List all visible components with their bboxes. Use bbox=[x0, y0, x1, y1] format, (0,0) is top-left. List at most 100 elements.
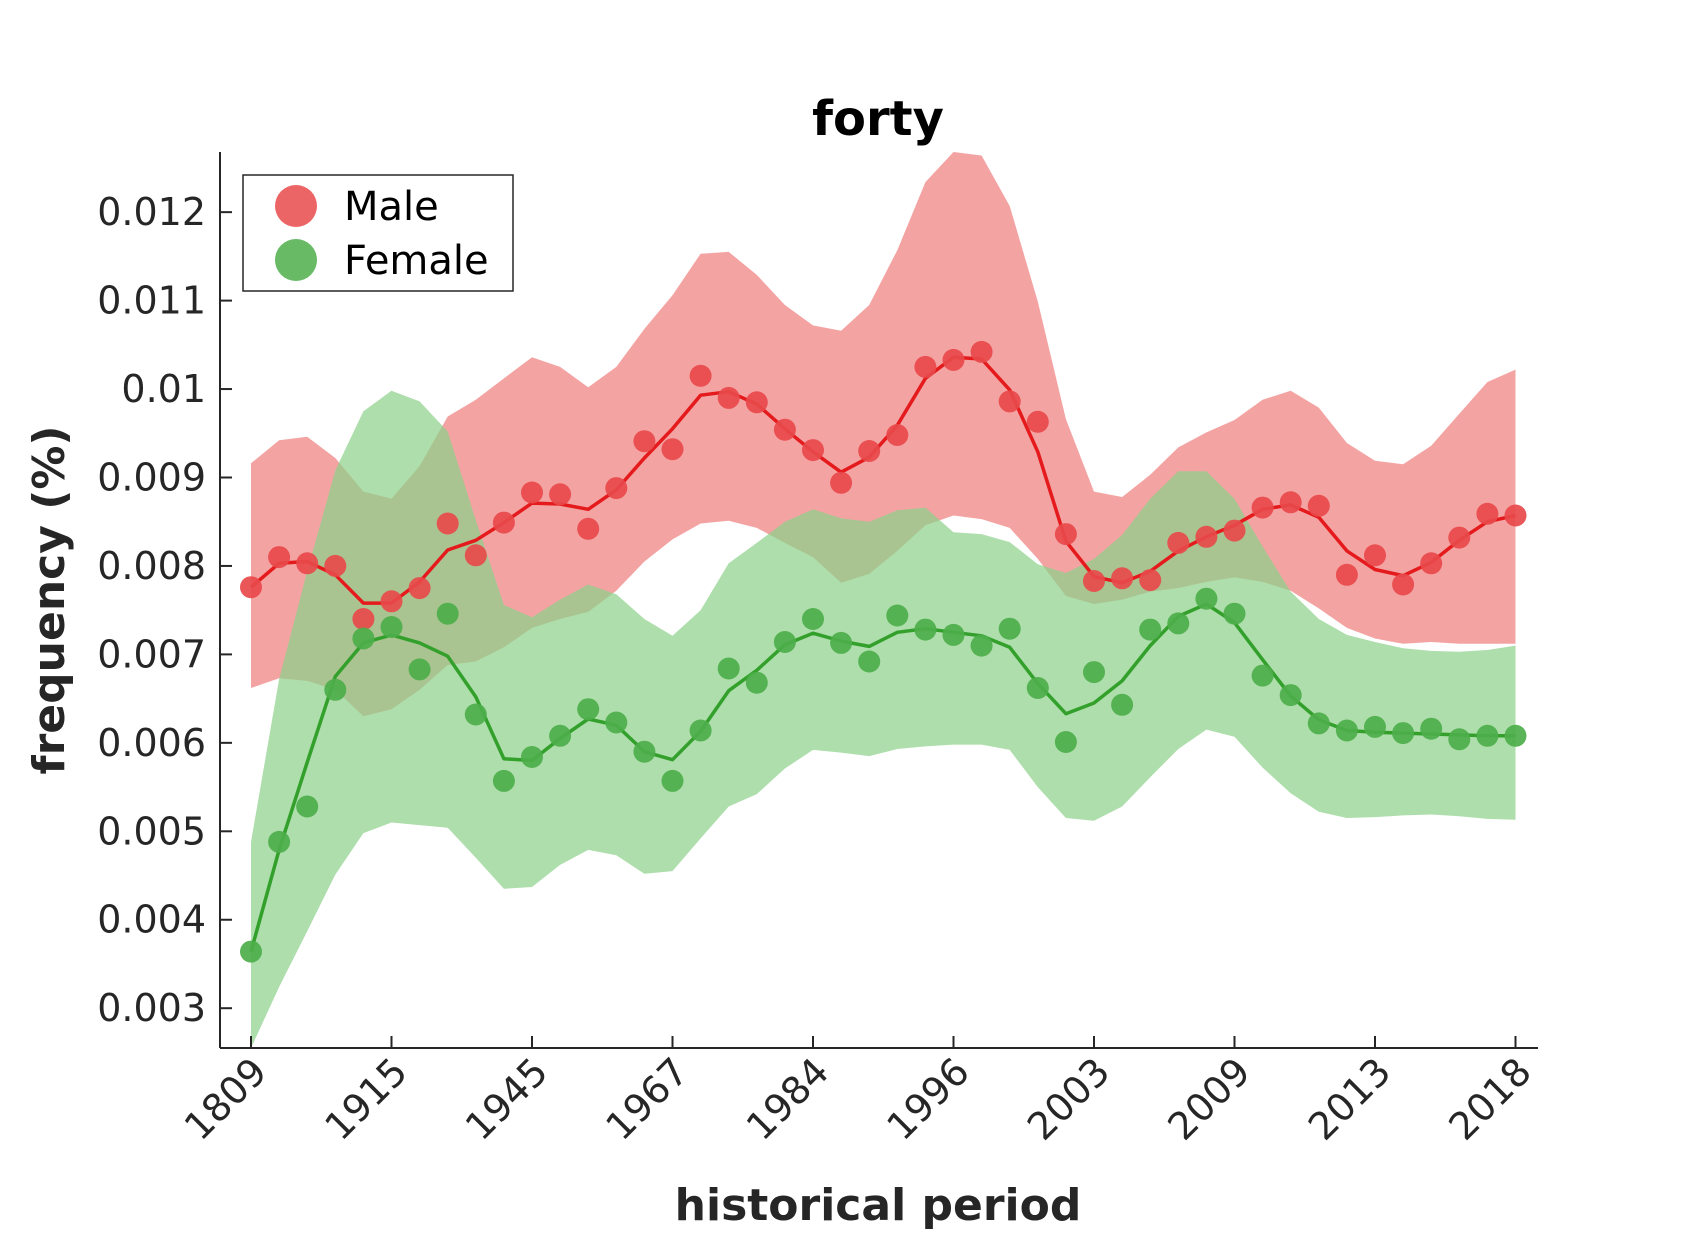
y-tick-label: 0.006 bbox=[97, 721, 206, 765]
female-data-point bbox=[1392, 722, 1415, 745]
female-data-point bbox=[324, 678, 347, 701]
female-data-point bbox=[633, 740, 656, 763]
male-data-point bbox=[549, 483, 572, 506]
y-tick-label: 0.011 bbox=[97, 279, 206, 323]
legend-female-marker bbox=[275, 239, 317, 281]
female-data-point bbox=[1279, 684, 1302, 707]
female-data-point bbox=[521, 746, 543, 768]
male-data-point bbox=[745, 391, 768, 414]
y-tick-label: 0.005 bbox=[97, 809, 206, 853]
female-data-point bbox=[605, 711, 628, 734]
male-data-point bbox=[240, 576, 262, 599]
legend-male-marker bbox=[275, 185, 317, 227]
trend-lines bbox=[249, 355, 1516, 953]
female-data-point bbox=[914, 618, 937, 641]
male-data-point bbox=[268, 546, 291, 569]
y-tick-label: 0.01 bbox=[121, 367, 206, 411]
male-data-point bbox=[1364, 544, 1386, 567]
male-data-point bbox=[1279, 491, 1302, 514]
y-tick-label: 0.009 bbox=[97, 455, 206, 499]
male-data-point bbox=[492, 511, 515, 534]
male-data-point bbox=[1476, 502, 1499, 525]
female-data-point bbox=[577, 698, 600, 721]
female-data-point bbox=[1251, 664, 1274, 687]
male-data-point bbox=[886, 424, 909, 446]
legend: Male Female bbox=[242, 174, 514, 292]
male-data-point bbox=[914, 355, 937, 378]
female-data-point bbox=[886, 604, 909, 627]
female-data-point bbox=[268, 830, 291, 853]
male-data-point bbox=[1448, 526, 1471, 549]
male-data-point bbox=[464, 544, 487, 567]
male-data-point bbox=[1335, 563, 1358, 586]
male-data-point bbox=[408, 577, 431, 600]
male-data-point bbox=[324, 554, 347, 577]
female-data-point bbox=[1054, 731, 1077, 753]
male-data-point bbox=[689, 364, 712, 387]
female-data-point bbox=[296, 795, 319, 818]
male-data-point bbox=[1054, 523, 1077, 546]
male-trend-line bbox=[249, 355, 1516, 605]
male-data-point bbox=[942, 348, 965, 371]
x-axis-title: historical period bbox=[675, 1180, 1082, 1231]
male-data-point bbox=[352, 608, 375, 630]
female-data-point bbox=[436, 602, 459, 625]
male-data-point bbox=[1083, 570, 1105, 592]
female-data-point bbox=[464, 703, 487, 726]
male-data-point bbox=[802, 439, 824, 462]
male-data-point bbox=[717, 386, 740, 409]
female-data-point bbox=[1420, 717, 1443, 740]
male-data-point bbox=[521, 481, 543, 504]
y-tick-label: 0.008 bbox=[97, 544, 206, 588]
female-data-point bbox=[998, 617, 1021, 640]
female-data-point bbox=[1504, 724, 1527, 747]
female-data-point bbox=[352, 627, 375, 650]
male-data-point bbox=[970, 340, 993, 363]
male-data-point bbox=[998, 390, 1021, 413]
male-data-point bbox=[858, 440, 881, 462]
female-data-point bbox=[1364, 715, 1386, 738]
female-data-point bbox=[408, 658, 431, 681]
y-tick-label: 0.012 bbox=[97, 190, 206, 234]
female-data-point bbox=[1307, 712, 1330, 735]
y-tick-label: 0.007 bbox=[97, 632, 206, 676]
female-data-point bbox=[1026, 677, 1049, 699]
female-data-point bbox=[1111, 693, 1134, 716]
female-data-point bbox=[1083, 661, 1105, 684]
female-data-point bbox=[380, 616, 403, 638]
confidence-bands bbox=[251, 152, 1516, 1048]
male-data-point bbox=[1139, 569, 1162, 592]
female-confidence-band bbox=[251, 390, 1516, 1048]
y-tick-label: 0.003 bbox=[97, 986, 206, 1030]
male-data-point bbox=[436, 512, 459, 535]
male-data-point bbox=[577, 517, 600, 540]
male-data-point bbox=[605, 477, 628, 500]
y-tick-label: 0.004 bbox=[97, 898, 206, 942]
male-data-point bbox=[661, 438, 684, 461]
female-data-point bbox=[1476, 724, 1499, 747]
male-data-point bbox=[1111, 567, 1134, 590]
legend-female-label: Female bbox=[344, 238, 489, 284]
female-data-point bbox=[773, 631, 796, 653]
female-data-point bbox=[802, 608, 824, 630]
female-data-point bbox=[240, 940, 262, 963]
y-axis-title: frequency (%) bbox=[24, 425, 75, 774]
female-data-point bbox=[858, 650, 881, 673]
male-data-point bbox=[1251, 496, 1274, 519]
female-data-point bbox=[1223, 602, 1246, 625]
female-data-point bbox=[1139, 618, 1162, 641]
male-data-point bbox=[1307, 494, 1330, 517]
chart-title: forty bbox=[812, 91, 944, 147]
male-data-point bbox=[633, 430, 656, 453]
male-data-point bbox=[1392, 573, 1415, 596]
female-data-point bbox=[1448, 728, 1471, 751]
female-data-point bbox=[942, 623, 965, 646]
female-data-point bbox=[549, 724, 572, 747]
male-data-point bbox=[1420, 552, 1443, 575]
male-data-point bbox=[296, 552, 319, 575]
male-data-point bbox=[380, 590, 403, 613]
male-data-point bbox=[830, 471, 853, 494]
y-axis-ticks: 0.003 0.004 0.005 0.006 0.007 0.008 0.009 0.01 0… bbox=[97, 190, 232, 1030]
data-markers bbox=[240, 340, 1527, 963]
female-data-point bbox=[689, 719, 712, 742]
